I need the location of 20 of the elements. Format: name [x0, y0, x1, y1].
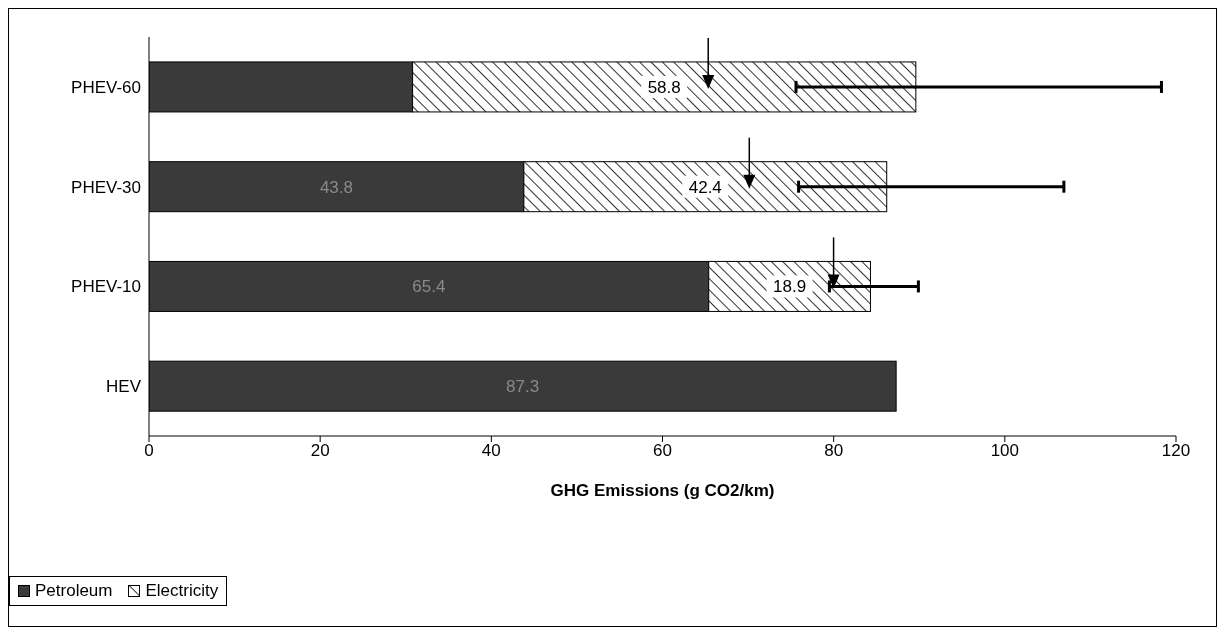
- legend-label: Electricity: [144, 581, 219, 601]
- data-label: 58.8: [647, 77, 681, 97]
- data-label: 87.3: [506, 377, 540, 397]
- data-label: 43.8: [319, 177, 353, 197]
- data-label: 42.4: [688, 177, 722, 197]
- x-tick-label: 20: [310, 441, 330, 461]
- x-tick-label: 0: [144, 441, 154, 461]
- data-label: 65.4: [412, 277, 446, 297]
- x-tick-label: 120: [1161, 441, 1191, 461]
- x-tick-label: 100: [990, 441, 1020, 461]
- x-tick-label: 60: [653, 441, 672, 461]
- x-tick-label: 80: [824, 441, 844, 461]
- legend-label: Petroleum: [34, 581, 113, 601]
- y-tick-label: PHEV-30: [71, 177, 141, 197]
- x-axis-title: GHG Emissions (g CO2/km): [550, 481, 775, 500]
- data-label: 18.9: [773, 277, 807, 297]
- y-tick-label: HEV: [106, 377, 142, 397]
- y-tick-label: PHEV-60: [71, 77, 141, 97]
- x-tick-label: 40: [481, 441, 501, 461]
- y-tick-label: PHEV-10: [71, 277, 141, 297]
